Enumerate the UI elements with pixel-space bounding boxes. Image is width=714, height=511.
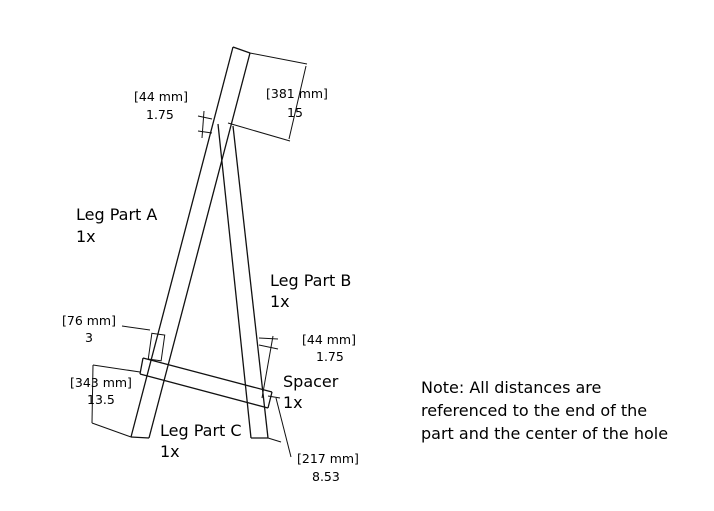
- dim-leg-b-width-mm: [44 mm]: [302, 332, 356, 347]
- note-line-2: referenced to the end of the: [421, 401, 647, 420]
- dim-hole-offset-in: 3: [85, 330, 93, 345]
- spacer-qty: 1x: [283, 393, 303, 412]
- dim-hole-offset: [76 mm] 3: [62, 313, 151, 345]
- dim-top-width: [44 mm] 1.75: [134, 89, 213, 139]
- leg-part-c-qty: 1x: [160, 442, 180, 461]
- spacer: [139, 357, 273, 409]
- dim-leg-b-width-in: 1.75: [316, 349, 344, 364]
- dim-leg-c-length-in: 13.5: [87, 392, 115, 407]
- leg-part-a-name: Leg Part A: [76, 205, 157, 224]
- spacer-name: Spacer: [283, 372, 339, 391]
- dim-leg-b-length-mm: [217 mm]: [297, 451, 359, 466]
- dim-leg-b-width: [44 mm] 1.75: [258, 332, 356, 399]
- dim-top-length-mm: [381 mm]: [266, 86, 328, 101]
- leg-part-a-qty: 1x: [76, 227, 96, 246]
- dim-top-length: [381 mm] 15: [227, 52, 328, 142]
- leg-part-c-name: Leg Part C: [160, 421, 242, 440]
- dim-top-length-in: 15: [287, 105, 303, 120]
- dim-hole-offset-mm: [76 mm]: [62, 313, 116, 328]
- dim-top-width-mm: [44 mm]: [134, 89, 188, 104]
- note-line-1: Note: All distances are: [421, 378, 601, 397]
- leg-part-b-name: Leg Part B: [270, 271, 351, 290]
- dim-top-width-in: 1.75: [146, 107, 174, 122]
- label-leg-part-b: Leg Part B 1x: [270, 271, 351, 311]
- note-line-3: part and the center of the hole: [421, 424, 668, 443]
- note-block: Note: All distances are referenced to th…: [421, 378, 668, 443]
- leg-part-b-qty: 1x: [270, 292, 290, 311]
- dim-leg-b-length: [217 mm] 8.53: [267, 395, 359, 484]
- leg-part-a: [130, 46, 251, 439]
- dim-leg-b-length-in: 8.53: [312, 469, 340, 484]
- dim-leg-c-length: [343 mm] 13.5: [70, 364, 141, 438]
- label-leg-part-c: Leg Part C 1x: [160, 421, 242, 461]
- label-leg-part-a: Leg Part A 1x: [76, 205, 157, 246]
- hole-marker: [147, 332, 166, 362]
- dim-leg-c-length-mm: [343 mm]: [70, 375, 132, 390]
- label-spacer: Spacer 1x: [283, 372, 339, 412]
- leg-part-b: [217, 123, 269, 439]
